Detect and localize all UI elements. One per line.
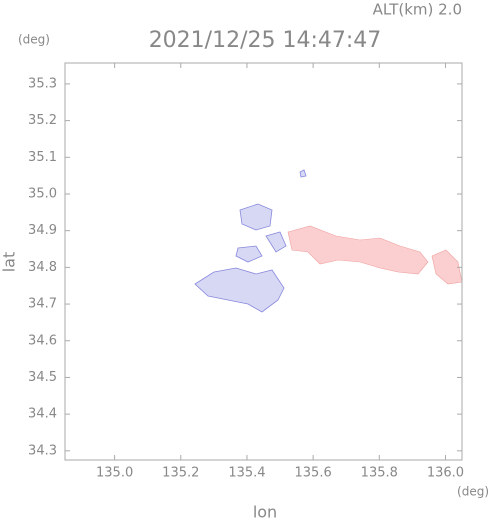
y-tick-label: 34.8 <box>28 260 57 275</box>
x-tick-label: 135.4 <box>228 466 265 481</box>
y-tick-label: 35.3 <box>28 76 57 91</box>
y-tick-label: 34.7 <box>28 297 57 312</box>
y-tick-label: 35.1 <box>28 150 57 165</box>
x-tick-label: 135.8 <box>361 466 398 481</box>
y-tick-label: 35.2 <box>28 113 57 128</box>
y-tick-label: 35.0 <box>28 186 57 201</box>
x-tick-label: 135.2 <box>162 466 199 481</box>
y-tick-label: 34.6 <box>28 333 57 348</box>
x-unit: (deg) <box>457 485 489 499</box>
plot-frame <box>64 62 463 461</box>
y-tick-label: 34.9 <box>28 223 57 238</box>
y-tick-label: 34.3 <box>28 443 57 458</box>
y-unit: (deg) <box>18 33 50 47</box>
x-tick-label: 135.0 <box>96 466 133 481</box>
echo-red <box>287 225 463 285</box>
chart-title: 2021/12/25 14:47:47 <box>149 28 382 53</box>
x-tick-label: 135.6 <box>295 466 332 481</box>
altitude-label: ALT(km) 2.0 <box>373 1 462 19</box>
x-tick-label: 136.0 <box>427 466 464 481</box>
y-tick-label: 34.4 <box>28 407 57 422</box>
x-axis-label: lon <box>253 503 277 521</box>
y-axis-label: lat <box>0 252 19 273</box>
y-tick-label: 34.5 <box>28 370 57 385</box>
echo-blue <box>194 169 307 313</box>
